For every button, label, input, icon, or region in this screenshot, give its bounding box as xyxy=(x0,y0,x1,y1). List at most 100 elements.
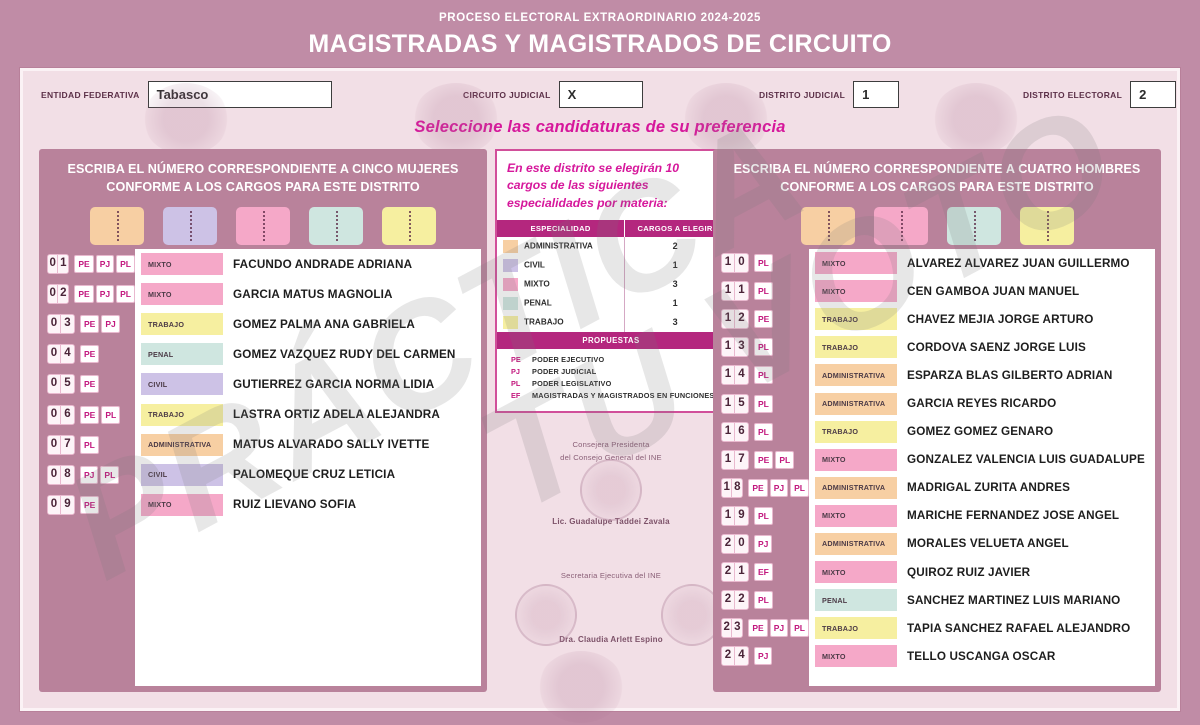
number-digit-cell: 8 xyxy=(732,478,743,497)
candidate-row[interactable]: MIXTO GARCIA MATUS MAGNOLIA xyxy=(135,279,481,309)
candidate-row[interactable]: MIXTO QUIROZ RUIZ JAVIER xyxy=(809,558,1155,586)
candidate-row[interactable]: ADMINISTRATIVA MADRIGAL ZURITA ANDRES xyxy=(809,474,1155,502)
number-entry-row[interactable]: 0 2 PE PJ PL xyxy=(39,279,135,309)
number-entry-row[interactable]: 1 3 PL xyxy=(713,333,809,361)
entidad-value[interactable]: Tabasco xyxy=(147,81,332,108)
distrito-judicial-value[interactable]: 1 xyxy=(853,81,900,108)
number-entry-row[interactable]: 1 5 PL xyxy=(713,389,809,417)
number-entry-row[interactable]: 0 7 PL xyxy=(39,430,135,460)
proposing-powers: PE xyxy=(80,375,100,394)
number-entry-row[interactable]: 2 4 PJ xyxy=(713,642,809,670)
candidate-row[interactable]: TRABAJO GOMEZ PALMA ANA GABRIELA xyxy=(135,309,481,339)
number-entry-row[interactable]: 0 3 PE PJ xyxy=(39,309,135,339)
candidate-row[interactable]: TRABAJO CORDOVA SAENZ JORGE LUIS xyxy=(809,333,1155,361)
candidate-row[interactable]: MIXTO MARICHE FERNANDEZ JOSE ANGEL xyxy=(809,502,1155,530)
specialty-chip-trabajo[interactable] xyxy=(382,206,436,245)
specialty-chip-penal[interactable] xyxy=(946,206,1001,245)
propuesta-key: EF xyxy=(511,390,521,400)
cargos-count-cell: 3 xyxy=(672,279,678,290)
number-entry-row[interactable]: 1 1 PL xyxy=(713,277,809,305)
power-badge-pe: PE xyxy=(80,495,100,514)
candidate-row[interactable]: CIVIL PALOMEQUE CRUZ LETICIA xyxy=(135,460,481,490)
candidate-row[interactable]: MIXTO ALVAREZ ALVAREZ JUAN GUILLERMO xyxy=(809,249,1155,277)
specialty-tag: PENAL xyxy=(141,343,223,366)
proposing-powers: PL xyxy=(754,506,773,525)
candidate-row[interactable]: ADMINISTRATIVA GARCIA REYES RICARDO xyxy=(809,389,1155,417)
number-entry-row[interactable]: 2 0 PJ xyxy=(713,530,809,558)
number-entry-row[interactable]: 0 6 PE PL xyxy=(39,399,135,429)
number-entry-row[interactable]: 0 9 PE xyxy=(39,490,135,520)
number-entry-row[interactable]: 0 1 PE PJ PL xyxy=(39,249,135,279)
circuito-value[interactable]: X xyxy=(558,81,643,108)
candidate-row[interactable]: PENAL SANCHEZ MARTINEZ LUIS MARIANO xyxy=(809,586,1155,614)
candidate-row[interactable]: TRABAJO TAPIA SANCHEZ RAFAEL ALEJANDRO xyxy=(809,614,1155,642)
candidate-row[interactable]: ADMINISTRATIVA ESPARZA BLAS GILBERTO ADRI… xyxy=(809,361,1155,389)
candidate-row[interactable]: CIVIL GUTIERREZ GARCIA NORMA LIDIA xyxy=(135,369,481,399)
power-badge-pe: PE xyxy=(74,255,94,274)
number-entry-row[interactable]: 1 9 PL xyxy=(713,502,809,530)
specialty-chip-civil[interactable] xyxy=(163,206,217,245)
candidate-row[interactable]: MIXTO FACUNDO ANDRADE ADRIANA xyxy=(135,249,481,279)
specialty-chip-mixto[interactable] xyxy=(236,206,290,245)
candidate-name: GOMEZ VAZQUEZ RUDY DEL CARMEN xyxy=(233,347,456,361)
number-entry-row[interactable]: 2 3 PE PJ PL xyxy=(713,614,809,642)
number-entry-row[interactable]: 2 1 EF xyxy=(713,558,809,586)
specialty-tag: ADMINISTRATIVA xyxy=(815,476,897,499)
specialty-chip-administrativa[interactable] xyxy=(800,206,855,245)
number-entry-row[interactable]: 2 2 PL xyxy=(713,586,809,614)
number-entry-row[interactable]: 1 6 PL xyxy=(713,418,809,446)
number-entry-row[interactable]: 1 4 PL xyxy=(713,361,809,389)
candidate-row[interactable]: MIXTO TELLO USCANGA OSCAR xyxy=(809,642,1155,670)
candidate-row[interactable]: MIXTO RUIZ LIEVANO SOFIA xyxy=(135,490,481,520)
candidate-row[interactable]: MIXTO GONZALEZ VALENCIA LUIS GUADALUPE xyxy=(809,446,1155,474)
number-entry-row[interactable]: 1 2 PE xyxy=(713,305,809,333)
candidate-row[interactable]: MIXTO CEN GAMBOA JUAN MANUEL xyxy=(809,277,1155,305)
candidate-row[interactable]: TRABAJO GOMEZ GOMEZ GENARO xyxy=(809,418,1155,446)
candidate-row[interactable]: ADMINISTRATIVA MORALES VELUETA ANGEL xyxy=(809,530,1155,558)
number-entry-row[interactable]: 0 4 PE xyxy=(39,339,135,369)
candidate-row[interactable]: ADMINISTRATIVA MATUS ALVARADO SALLY IVETT… xyxy=(135,430,481,460)
number-entry-row[interactable]: 0 8 PJ PL xyxy=(39,460,135,490)
number-entry-row[interactable]: 1 7 PE PL xyxy=(713,446,809,474)
specialty-chip-trabajo[interactable] xyxy=(1019,206,1074,245)
number-entry-row[interactable]: 1 0 PL xyxy=(713,249,809,277)
propuestas-header: PROPUESTAS xyxy=(497,331,725,349)
candidate-row[interactable]: TRABAJO CHAVEZ MEJIA JORGE ARTURO xyxy=(809,305,1155,333)
candidate-row[interactable]: TRABAJO LASTRA ORTIZ ADELA ALEJANDRA xyxy=(135,399,481,429)
specialty-chip-penal[interactable] xyxy=(309,206,363,245)
specialty-chip-administrativa[interactable] xyxy=(90,206,144,245)
entidad-label: ENTIDAD FEDERATIVA xyxy=(41,89,140,100)
distrito-electoral-value[interactable]: 2 xyxy=(1130,81,1177,108)
left-panel-heading: ESCRIBA EL NÚMERO CORRESPONDIENTE A CINC… xyxy=(39,149,487,197)
candidate-row[interactable]: PENAL GOMEZ VAZQUEZ RUDY DEL CARMEN xyxy=(135,339,481,369)
number-entry-row[interactable]: 0 5 PE xyxy=(39,369,135,399)
left-heading-line1: ESCRIBA EL NÚMERO CORRESPONDIENTE A CINC… xyxy=(67,162,459,176)
specialty-chip-mixto[interactable] xyxy=(873,206,928,245)
proposing-powers: PE PJ PL xyxy=(748,619,809,638)
number-entry-row[interactable]: 1 8 PE PJ PL xyxy=(713,474,809,502)
